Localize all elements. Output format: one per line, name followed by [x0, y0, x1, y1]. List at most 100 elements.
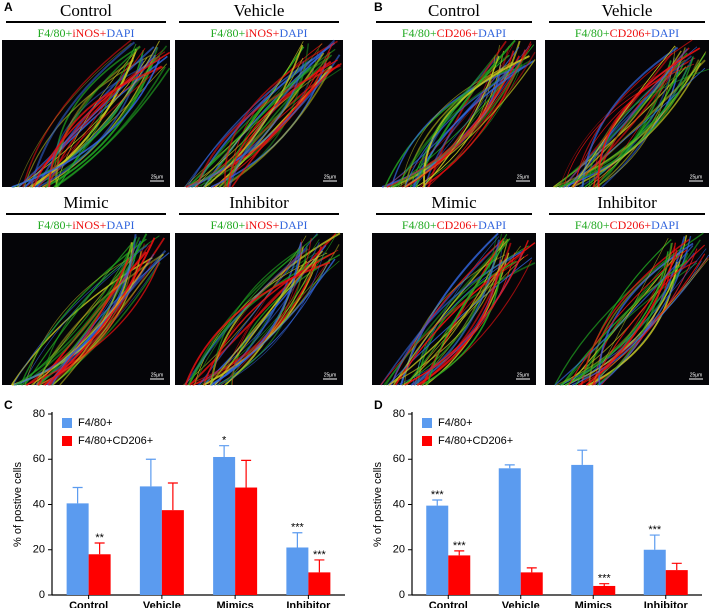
legend-swatch: [422, 436, 432, 446]
micrograph-texture: [592, 244, 706, 386]
legend-label: F4/80+: [438, 417, 473, 429]
micrograph-texture: [404, 64, 526, 188]
micrograph: [545, 39, 709, 188]
micrograph-texture: [559, 64, 690, 188]
error-bar: [504, 464, 515, 469]
micrograph-texture: [193, 57, 328, 188]
micrograph-texture: [37, 251, 147, 386]
x-tick-label: Control: [429, 600, 468, 608]
stain-part: DAPI: [478, 218, 506, 232]
micrograph-texture: [598, 65, 670, 188]
stain-part: iNOS+: [245, 26, 279, 40]
micrograph-texture: [200, 233, 338, 386]
x-tick-label: Inhibitor: [286, 600, 331, 608]
significance: ***: [648, 524, 662, 536]
micrograph-texture: [53, 45, 168, 188]
micrograph-texture: [415, 54, 509, 188]
micrograph-texture: [383, 42, 515, 188]
micrograph-texture: [410, 239, 500, 386]
scale-label: 25μm: [324, 372, 337, 378]
image-title: Vehicle: [602, 1, 653, 20]
significance: *: [222, 435, 227, 447]
error-bar: [94, 542, 105, 555]
micrograph-texture: [195, 64, 341, 188]
stain-label: F4/80+CD206+DAPI: [575, 26, 679, 40]
bar: [308, 572, 331, 595]
image-title: Control: [60, 1, 112, 20]
error-bar: [292, 532, 303, 548]
micrograph-texture: [224, 256, 319, 386]
significance: **: [95, 532, 104, 544]
micrograph-texture: [424, 60, 522, 188]
micrograph-texture: [24, 243, 132, 386]
panel-letter: B: [374, 0, 383, 14]
micrograph-texture: [589, 66, 689, 188]
micrograph-texture: [46, 259, 136, 386]
image-title: Inhibitor: [229, 193, 289, 212]
micrograph-texture: [203, 251, 335, 386]
bar: [571, 464, 594, 595]
micrograph-texture: [231, 67, 334, 188]
micrograph-texture: [224, 40, 338, 188]
y-tick-label: 40: [393, 498, 405, 510]
error-bar: [145, 458, 156, 487]
micrograph-texture: [585, 249, 678, 386]
stain-part: CD206+: [610, 26, 652, 40]
stain-label: F4/80+iNOS+DAPI: [211, 218, 308, 232]
micrograph-texture: [29, 41, 136, 188]
micrograph-texture: [554, 232, 704, 386]
micrograph-texture: [395, 242, 536, 386]
bar: [643, 549, 666, 595]
legend-swatch: [62, 418, 72, 428]
micrograph-texture: [227, 59, 338, 188]
micrograph-texture: [421, 262, 504, 386]
image-title: Control: [428, 1, 480, 20]
stain-part: DAPI: [651, 26, 679, 40]
micrograph-texture: [48, 66, 163, 188]
micrograph-texture: [204, 44, 304, 188]
micrograph-texture: [575, 255, 679, 386]
panel-letter: D: [374, 398, 383, 412]
significance: ***: [313, 549, 327, 561]
x-tick-label: Mimics: [216, 600, 253, 608]
micrograph-texture: [575, 257, 708, 386]
micrograph-texture: [572, 45, 676, 188]
stain-label: F4/80+iNOS+DAPI: [211, 26, 308, 40]
micrograph-texture: [31, 262, 149, 386]
error-bar: [599, 583, 610, 586]
micrograph-texture: [427, 40, 507, 188]
micrograph-texture: [383, 238, 508, 386]
error-bar: [577, 449, 588, 465]
significance: ***: [453, 540, 467, 552]
micrograph-texture: [567, 48, 689, 188]
y-tick-label: 80: [33, 408, 45, 420]
y-tick-label: 0: [39, 589, 45, 601]
bar: [88, 554, 111, 595]
bar: [213, 456, 236, 595]
micrograph: [372, 39, 536, 188]
scale-label: 25μm: [517, 174, 530, 180]
micrograph: [2, 233, 170, 386]
micrograph-texture: [571, 235, 692, 386]
micrograph-texture: [193, 239, 302, 386]
micrograph: [175, 39, 343, 188]
micrograph: [372, 232, 536, 386]
bar: [235, 487, 258, 595]
micrograph-texture: [24, 258, 130, 386]
stain-part: F4/80+: [38, 218, 73, 232]
stain-label: F4/80+CD206+DAPI: [575, 218, 679, 232]
scale-label: 25μm: [324, 174, 337, 180]
x-tick-label: Mimics: [575, 600, 612, 608]
image-title: Inhibitor: [597, 193, 657, 212]
micrograph-texture: [554, 245, 694, 386]
micrograph-texture: [16, 42, 132, 188]
error-bar: [219, 445, 230, 457]
stain-part: CD206+: [437, 26, 479, 40]
bar: [593, 585, 616, 595]
error-bar: [241, 459, 252, 488]
micrograph-texture: [561, 259, 688, 386]
legend-label: F4/80+: [78, 417, 113, 429]
micrograph-texture: [587, 51, 707, 188]
micrograph-texture: [422, 55, 500, 188]
